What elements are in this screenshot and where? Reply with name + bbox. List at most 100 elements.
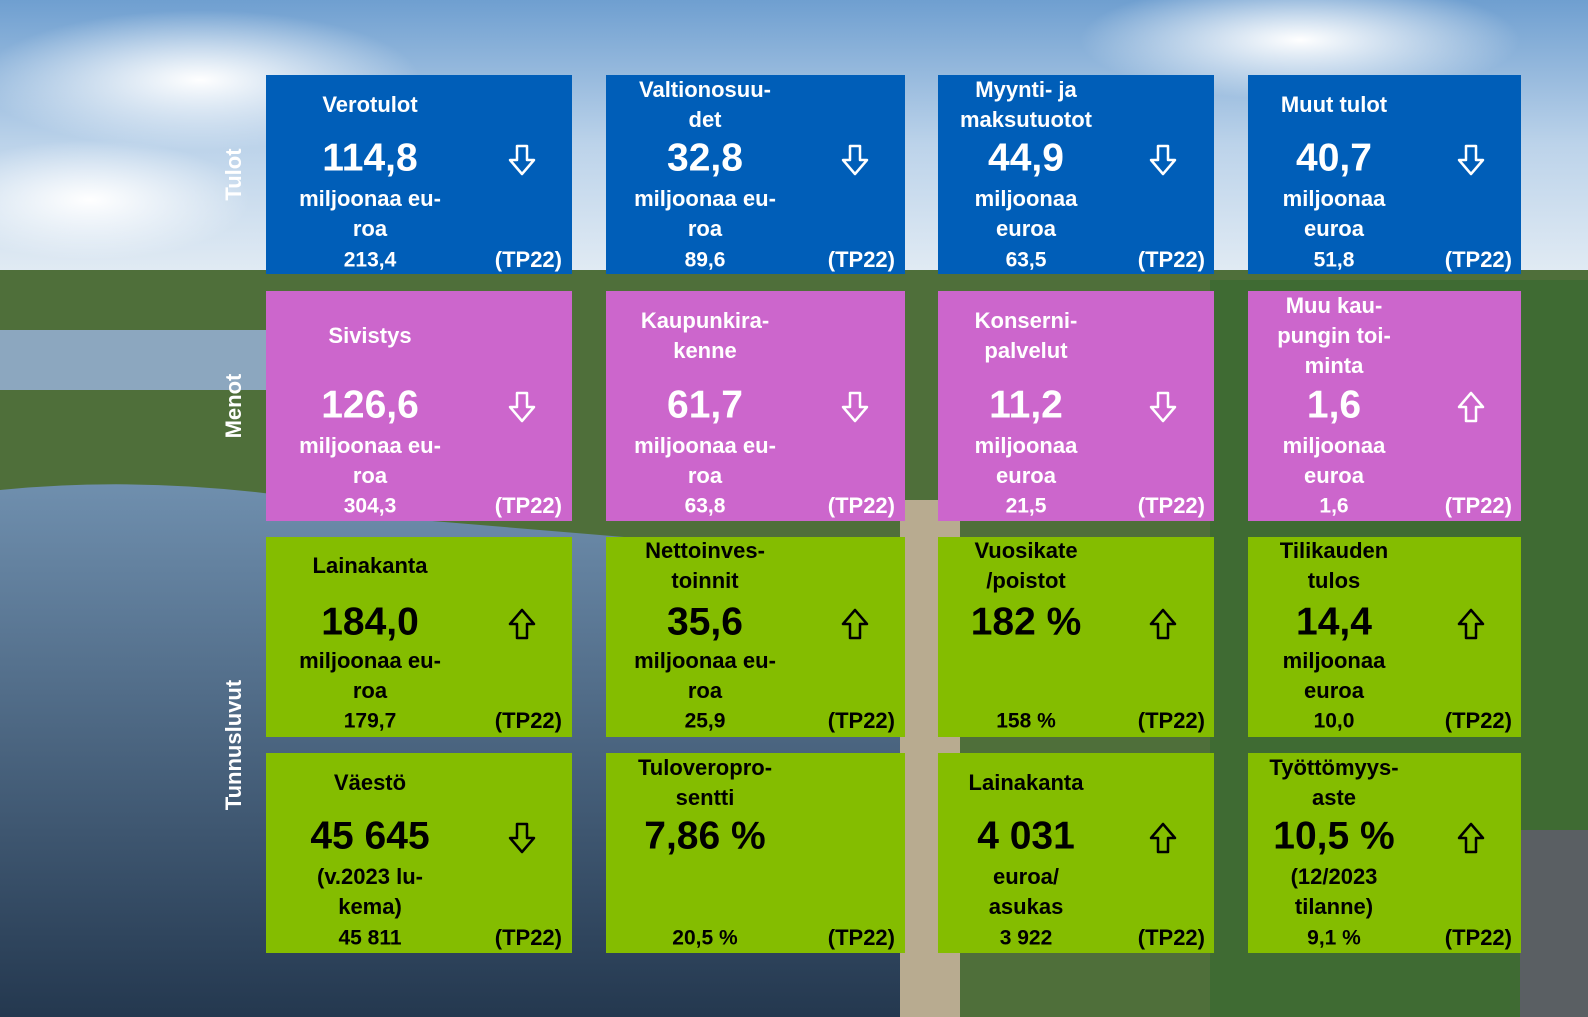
tile-value: 35,6 (667, 600, 743, 643)
tile-title: Kaupunkira- (641, 308, 769, 333)
tile-background (266, 291, 572, 521)
reference-label: (TP22) (495, 493, 562, 518)
tile-title: minta (1305, 353, 1364, 378)
tile-value: 126,6 (321, 383, 419, 426)
tile-title: Väestö (334, 770, 406, 795)
tile-unit: miljoonaa (1283, 186, 1386, 211)
previous-value: 9,1 % (1307, 927, 1361, 950)
previous-value: 63,8 (685, 495, 726, 518)
reference-label: (TP22) (1445, 247, 1512, 272)
trend-arrow (841, 144, 869, 176)
tile-title: Työttömyys- (1269, 755, 1398, 780)
tile-title: Sivistys (328, 323, 411, 348)
tile-unit: roa (353, 678, 388, 703)
tile-value: 11,2 (989, 383, 1063, 426)
reference-label: (TP22) (1445, 708, 1512, 733)
tile-value: 114,8 (322, 136, 417, 179)
trend-arrow (508, 822, 536, 854)
tile-value: 182 % (971, 600, 1082, 643)
tile-title: det (689, 107, 723, 132)
tile-unit: tilanne) (1295, 894, 1373, 919)
trend-arrow (1149, 822, 1177, 854)
section-label: Menot (221, 373, 246, 438)
tile-unit: miljoonaa eu- (634, 648, 776, 673)
reference-label: (TP22) (495, 247, 562, 272)
tile: Tilikauden tulos 14,4 miljoonaa euroa 10,0 (TP… (1248, 537, 1521, 737)
tile-unit: miljoonaa (975, 433, 1078, 458)
trend-arrow (1457, 391, 1485, 423)
tile: Lainakanta 184,0 miljoonaa eu-roa 179,7 (TP2… (266, 537, 572, 737)
previous-value: 45 811 (338, 927, 401, 950)
reference-label: (TP22) (828, 925, 895, 950)
tile: Nettoinves-toinnit 35,6 miljoonaa eu-roa 25… (606, 537, 905, 737)
tile-unit: euroa (1304, 463, 1365, 488)
tile-title: Tilikauden (1280, 538, 1388, 563)
tile-value: 184,0 (321, 600, 419, 643)
tile-unit: euroa (996, 216, 1057, 241)
trend-arrow (508, 144, 536, 176)
tile: Väestö 45 645 (v.2023 lu-kema) 45 811 (TP22) (266, 753, 572, 953)
tile-title: Tuloveropro- (638, 755, 772, 780)
previous-value: 51,8 (1314, 249, 1355, 272)
tile-title: Vuosikate (974, 538, 1077, 563)
tile: Verotulot 114,8 miljoonaa eu-roa 213,4 (TP22… (266, 75, 572, 274)
tile-background (266, 753, 572, 953)
previous-value: 304,3 (344, 495, 397, 518)
tile-value: 7,86 % (644, 814, 765, 857)
previous-value: 213,4 (344, 249, 397, 272)
previous-value: 3 922 (1000, 927, 1053, 950)
tile-title: Valtionosuu- (639, 77, 771, 102)
trend-arrow (508, 391, 536, 423)
tile: Työttömyys-aste 10,5 % (12/2023 tilanne) 9,1… (1248, 753, 1521, 953)
trend-arrow (1457, 608, 1485, 640)
tile-title: Muut tulot (1281, 92, 1388, 117)
tile: Myynti- ja maksutuotot 44,9 miljoonaa euroa 6… (938, 75, 1214, 274)
trend-arrow (841, 391, 869, 423)
reference-label: (TP22) (1138, 708, 1205, 733)
tile: Valtionosuu-det 32,8 miljoonaa eu-roa 89,6 (… (606, 75, 905, 274)
reference-label: (TP22) (828, 493, 895, 518)
tile-title: Myynti- ja (975, 77, 1077, 102)
previous-value: 21,5 (1006, 495, 1047, 518)
trend-arrow (841, 608, 869, 640)
tile-background (266, 75, 572, 274)
reference-label: (TP22) (1138, 925, 1205, 950)
tile-title: Verotulot (322, 92, 418, 117)
tile-value: 1,6 (1307, 383, 1361, 426)
tile-value: 32,8 (667, 136, 743, 179)
reference-label: (TP22) (828, 708, 895, 733)
tile-unit: miljoonaa (975, 186, 1078, 211)
trend-arrow (1149, 144, 1177, 176)
tile-unit: miljoonaa (1283, 648, 1386, 673)
tile-unit: asukas (989, 894, 1064, 919)
tile-title: Lainakanta (969, 770, 1085, 795)
tile-unit: miljoonaa eu- (299, 186, 441, 211)
tile-unit: roa (688, 463, 723, 488)
tile-title: Muu kau- (1286, 293, 1383, 318)
tile-title: toinnit (671, 568, 739, 593)
tile-title: maksutuotot (960, 107, 1093, 132)
tiles: Tulot Verotulot 114,8 miljoonaa eu-roa 213,4… (221, 75, 1521, 953)
tile-unit: (v.2023 lu- (317, 864, 423, 889)
tile-title: pungin toi- (1277, 323, 1391, 348)
reference-label: (TP22) (495, 925, 562, 950)
previous-value: 89,6 (685, 249, 726, 272)
previous-value: 63,5 (1006, 249, 1047, 272)
previous-value: 1,6 (1319, 495, 1348, 518)
previous-value: 10,0 (1314, 710, 1355, 733)
reference-label: (TP22) (1445, 493, 1512, 518)
tile-title: Konserni- (975, 308, 1078, 333)
tile-title: tulos (1308, 568, 1361, 593)
tile: Muu kau-pungin toi-minta 1,6 miljoonaa euro… (1248, 291, 1521, 521)
trend-arrow (1149, 391, 1177, 423)
tile-background (1248, 75, 1521, 274)
tile-unit: roa (688, 216, 723, 241)
tile: Lainakanta 4 031 euroa/asukas 3 922 (TP22) (938, 753, 1214, 953)
tile-value: 45 645 (310, 814, 429, 857)
tile-unit: euroa (996, 463, 1057, 488)
tile-unit: kema) (338, 894, 402, 919)
section-label: Tulot (221, 148, 246, 201)
previous-value: 158 % (996, 710, 1056, 733)
tile-unit: euroa/ (993, 864, 1059, 889)
